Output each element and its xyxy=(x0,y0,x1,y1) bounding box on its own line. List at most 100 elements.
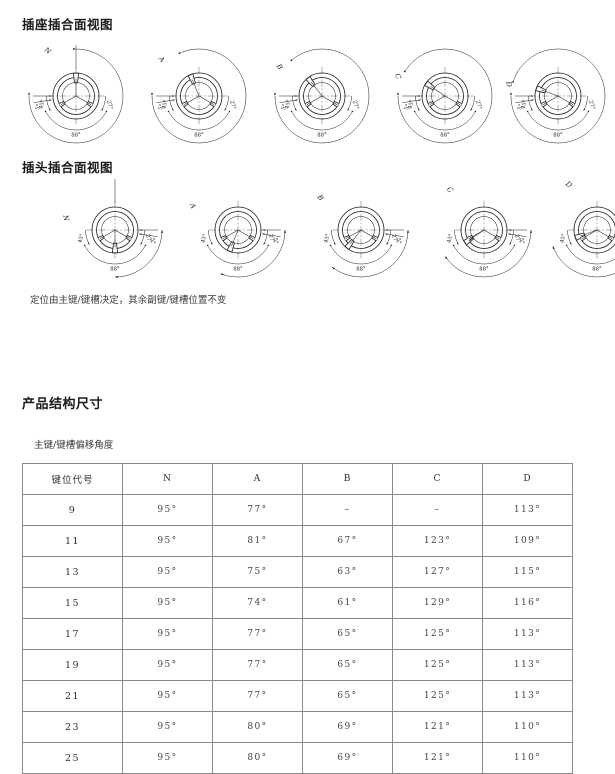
table-cell-angle: – xyxy=(303,495,393,526)
dim-27: 27° xyxy=(474,100,483,111)
dim-45: 45° xyxy=(200,233,208,244)
connector-face-diagram: 88°45°27°5° N xyxy=(10,44,133,156)
table-cell-angle: 113° xyxy=(483,619,573,650)
dim-45: 45° xyxy=(559,233,567,244)
table-cell-angle: 65° xyxy=(303,650,393,681)
dim-88: 88° xyxy=(233,267,243,273)
key-letter-label: N xyxy=(61,213,71,223)
key-letter-label: C xyxy=(393,72,403,80)
key-position-callout: C xyxy=(445,185,532,277)
table-cell-angle: 113° xyxy=(483,495,573,526)
socket-diagram-d: 88°45°27°5°D xyxy=(492,44,615,156)
table-cell-angle: 77° xyxy=(213,619,303,650)
dim-88: 88° xyxy=(440,133,450,139)
table-cell-angle: 125° xyxy=(393,650,483,681)
dim-88: 88° xyxy=(71,133,81,139)
plug-diagram-a: 88°45°27°5°A xyxy=(181,178,304,290)
dim-88: 88° xyxy=(479,267,489,273)
table-cell-angle: 63° xyxy=(303,557,393,588)
table-cell-angle: 109° xyxy=(483,526,573,557)
socket-diagram-a: 88°45°27°5°A xyxy=(133,44,256,156)
table-cell-angle: 81° xyxy=(213,526,303,557)
plug-diagram-b: 88°45°27°5°B xyxy=(304,178,427,290)
table-cell-angle: 123° xyxy=(393,526,483,557)
table-cell-angle: 113° xyxy=(483,650,573,681)
table-cell-angle: 65° xyxy=(303,681,393,712)
keyway-group xyxy=(425,81,462,107)
table-cell-angle: 125° xyxy=(393,681,483,712)
table-cell-code: 9 xyxy=(23,495,123,526)
table-cell-angle: 113° xyxy=(483,681,573,712)
table-caption: 主键/键槽偏移角度 xyxy=(34,437,113,451)
table-cell-angle: 95° xyxy=(123,712,213,743)
table-cell-code: 21 xyxy=(23,681,123,712)
dimension-group: 88°45°27°5° xyxy=(446,229,527,272)
table-cell-code: 25 xyxy=(23,743,123,774)
table-cell-angle: 77° xyxy=(213,681,303,712)
table-cell-angle: 95° xyxy=(123,588,213,619)
table-cell-angle: 69° xyxy=(303,712,393,743)
dimension-group: 88°45°27°5° xyxy=(402,95,483,138)
table-cell-angle: 95° xyxy=(123,743,213,774)
dim-5: 5° xyxy=(272,237,279,244)
connector-face-diagram: 88°45°27°5°B xyxy=(256,44,379,156)
connector-face-diagram: 88°45°27°5°B xyxy=(304,178,427,290)
table-cell-angle: 69° xyxy=(303,743,393,774)
dimension-group: 88°45°27°5° xyxy=(323,229,404,272)
socket-diagram-c: 88°45°27°5° C xyxy=(379,44,502,156)
dimension-group: 88°45°27°5° xyxy=(200,229,281,272)
connector-face-diagram: 88°45°27°5°A xyxy=(181,178,304,290)
key-letter-label: A xyxy=(156,54,166,64)
socket-diagram-n: 88°45°27°5° N xyxy=(10,44,133,156)
dim-45: 45° xyxy=(77,233,85,244)
dim-5: 5° xyxy=(149,237,156,244)
table-cell-angle: 80° xyxy=(213,712,303,743)
dimension-group: 88°45°27°5° xyxy=(33,95,114,138)
dim-27: 27° xyxy=(105,100,114,111)
key-letter-label: N xyxy=(42,45,53,56)
table-cell-angle: 67° xyxy=(303,526,393,557)
table-cell-angle: 129° xyxy=(393,588,483,619)
table-cell-angle: 75° xyxy=(213,557,303,588)
dim-88: 88° xyxy=(356,267,366,273)
connector-face-diagram: 88°45°27°5°D xyxy=(492,44,615,156)
plug-view-title: 插头插合面视图 xyxy=(22,157,113,176)
dim-45: 45° xyxy=(446,233,454,244)
connector-face-diagram: 88°45°27°5°A xyxy=(133,44,256,156)
table-cell-angle: 116° xyxy=(483,588,573,619)
table-cell-angle: – xyxy=(393,495,483,526)
key-letter-label: C xyxy=(445,185,455,195)
dim-88: 88° xyxy=(194,133,204,139)
dim-27: 27° xyxy=(351,100,360,111)
key-letter-label: B xyxy=(315,193,325,203)
table-cell-angle: 115° xyxy=(483,557,573,588)
dim-45: 45° xyxy=(323,233,331,244)
table-header-cell: B xyxy=(303,464,393,495)
dim-88: 88° xyxy=(553,133,563,139)
key-position-callout: N xyxy=(28,45,123,143)
table-cell-code: 19 xyxy=(23,650,123,681)
table-header-cell: A xyxy=(213,464,303,495)
table-cell-code: 15 xyxy=(23,588,123,619)
plug-diagram-n: 88°45°27°5°N xyxy=(58,178,181,290)
dim-27: 27° xyxy=(228,100,237,111)
key-letter-label: B xyxy=(274,62,284,71)
keyway-group xyxy=(464,230,501,245)
table-cell-code: 11 xyxy=(23,526,123,557)
table-cell-angle: 95° xyxy=(123,650,213,681)
table-cell-angle: 65° xyxy=(303,619,393,650)
table-cell-code: 13 xyxy=(23,557,123,588)
key-letter-label: A xyxy=(188,201,198,210)
